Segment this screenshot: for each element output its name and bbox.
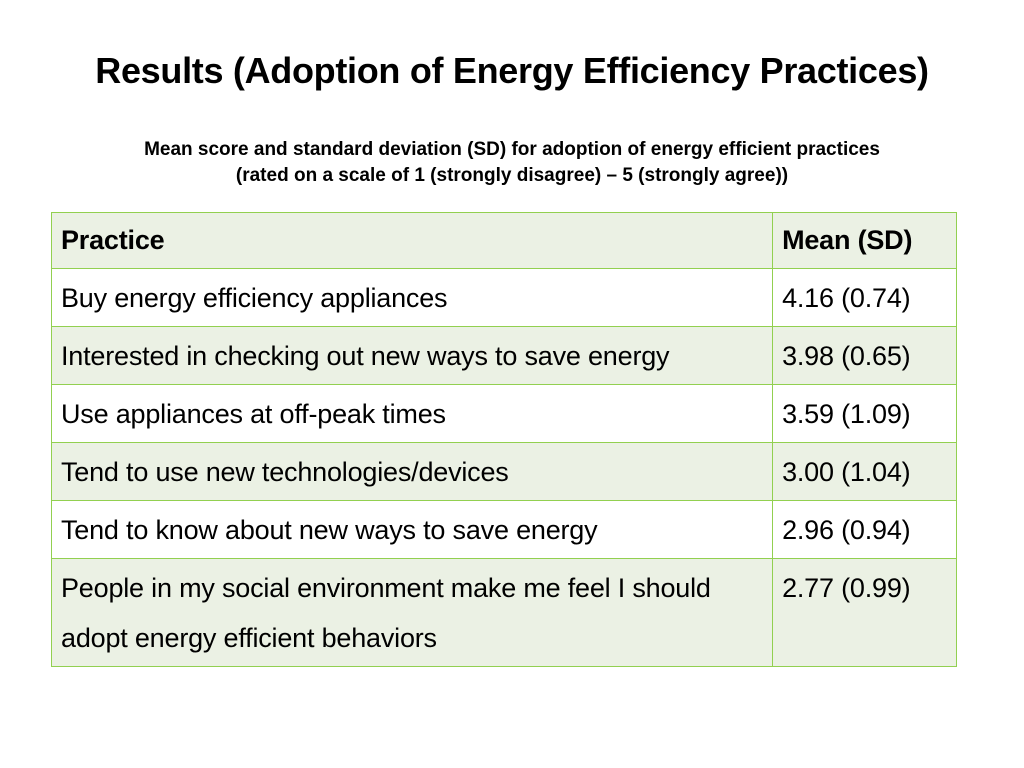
practices-table: Practice Mean (SD) Buy energy efficiency… [50, 212, 957, 667]
table-caption: Mean score and standard deviation (SD) f… [62, 137, 962, 189]
mean-sd-cell: 3.59 (1.09) [772, 384, 957, 443]
mean-sd-cell: 4.16 (0.74) [772, 268, 957, 327]
slide-title: Results (Adoption of Energy Efficiency P… [95, 50, 929, 91]
practice-cell: Use appliances at off-peak times [50, 384, 774, 443]
practice-cell: People in my social environment make me … [50, 558, 774, 667]
table-row: Use appliances at off-peak times 3.59 (1… [50, 384, 957, 443]
header-practice: Practice [50, 212, 774, 269]
mean-sd-cell: 3.98 (0.65) [772, 326, 957, 385]
mean-sd-cell: 2.96 (0.94) [772, 500, 957, 559]
caption-line-1: Mean score and standard deviation (SD) f… [144, 139, 880, 160]
practice-cell: Buy energy efficiency appliances [50, 268, 774, 327]
table-row: Tend to use new technologies/devices 3.0… [50, 442, 957, 501]
table-row: People in my social environment make me … [50, 558, 957, 667]
caption-line-2: (rated on a scale of 1 (strongly disagre… [235, 165, 789, 186]
mean-sd-cell: 2.77 (0.99) [772, 558, 957, 667]
table-row: Interested in checking out new ways to s… [50, 326, 957, 385]
practice-cell: Tend to know about new ways to save ener… [50, 500, 774, 559]
practice-cell: Tend to use new technologies/devices [50, 442, 774, 501]
table-row: Buy energy efficiency appliances 4.16 (0… [50, 268, 957, 327]
table-row: Tend to know about new ways to save ener… [50, 500, 957, 559]
practice-cell: Interested in checking out new ways to s… [50, 326, 774, 385]
mean-sd-cell: 3.00 (1.04) [772, 442, 957, 501]
table-header-row: Practice Mean (SD) [50, 212, 957, 269]
header-mean-sd: Mean (SD) [772, 212, 957, 269]
